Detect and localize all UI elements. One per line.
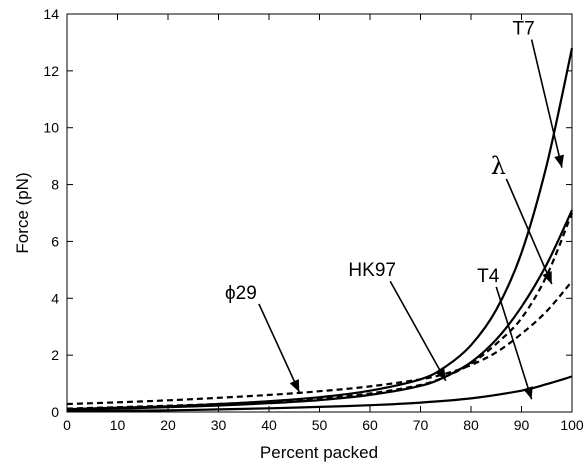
x-axis-title: Percent packed — [260, 443, 378, 462]
x-tick-label: 70 — [413, 417, 429, 433]
series-line-0 — [67, 48, 572, 409]
x-tick-label: 60 — [362, 417, 378, 433]
annotation-arrow-line — [390, 281, 446, 381]
x-tick-label: 0 — [63, 417, 71, 433]
annotation-arrow-line — [496, 287, 531, 399]
annotation-label: ϕ29 — [225, 283, 257, 304]
x-tick-label: 100 — [560, 417, 584, 433]
data-curves — [67, 48, 572, 411]
y-tick-label: 0 — [51, 404, 59, 420]
annotation-arrow-line — [259, 304, 299, 392]
x-tick-label: 20 — [160, 417, 176, 433]
annotation-label: HK97 — [348, 260, 396, 281]
annotation-arrow-line — [532, 40, 562, 168]
y-axis-title: Force (pN) — [13, 172, 32, 253]
y-tick-label: 2 — [51, 347, 59, 363]
curve-annotations: T7 λ HK97 T4 ϕ29 — [225, 19, 564, 400]
x-tick-label: 30 — [211, 417, 227, 433]
annotation-label: λ — [491, 152, 506, 180]
y-tick-label: 10 — [43, 120, 59, 136]
annotation-label: T4 — [477, 266, 500, 287]
y-tick-label: 4 — [51, 290, 59, 306]
annotation-arrow-head — [523, 386, 533, 399]
x-tick-label: 50 — [312, 417, 328, 433]
annotation-arrow-head — [554, 155, 564, 168]
annotation-label: T7 — [513, 19, 535, 40]
x-tick-label: 10 — [110, 417, 126, 433]
tick-labels: 0 10 20 30 40 50 60 70 80 90 100 0 2 4 6 8 10 12 14 — [43, 6, 583, 433]
x-tick-label: 90 — [514, 417, 530, 433]
x-tick-label: 80 — [463, 417, 479, 433]
x-tick-label: 40 — [261, 417, 277, 433]
y-tick-label: 6 — [51, 233, 59, 249]
annotation-arrow-line — [506, 179, 551, 284]
y-tick-label: 12 — [43, 63, 59, 79]
y-tick-label: 14 — [43, 6, 59, 22]
y-tick-label: 8 — [51, 177, 59, 193]
